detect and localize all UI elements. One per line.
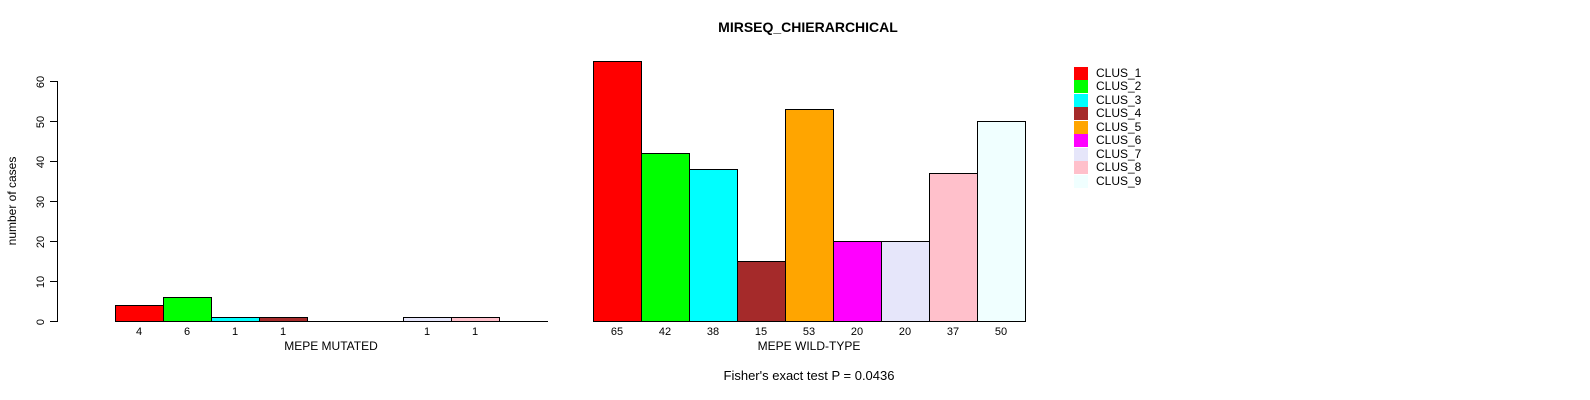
legend-swatch-clus_7 (1074, 147, 1088, 161)
chart-title: MIRSEQ_CHIERARCHICAL (718, 19, 898, 35)
bar-value-label: 15 (754, 326, 768, 338)
y-tick-label: 0 (35, 318, 47, 325)
bar-clus_9 (977, 121, 1026, 322)
bar-value-label: 50 (994, 326, 1008, 338)
legend-label: CLUS_5 (1096, 119, 1142, 134)
bar-value-label: 20 (850, 326, 864, 338)
y-tick-label: 60 (35, 75, 47, 88)
x-axis-label-wildtype: MEPE WILD-TYPE (757, 339, 861, 353)
legend-swatch-clus_2 (1074, 80, 1088, 93)
bar-value-label: 1 (471, 326, 479, 338)
legend-swatch-clus_5 (1074, 120, 1088, 134)
y-axis-tick (50, 281, 57, 282)
y-axis-tick (50, 321, 57, 322)
bar-clus_1 (593, 61, 642, 322)
bar-clus_4 (259, 317, 308, 322)
bar-clus_5 (785, 109, 834, 322)
y-axis-tick (50, 241, 57, 242)
y-axis-line (57, 81, 58, 322)
y-tick-label: 30 (35, 195, 47, 208)
bar-value-label: 53 (802, 326, 816, 338)
bar-value-label: 4 (135, 326, 143, 338)
bar-clus_2 (163, 297, 212, 322)
legend-label: CLUS_7 (1096, 146, 1142, 161)
legend-label: CLUS_4 (1096, 106, 1142, 120)
legend-label: CLUS_6 (1096, 133, 1142, 147)
bar-clus_3 (211, 317, 260, 322)
bar-clus_2 (641, 153, 690, 322)
y-tick-label: 10 (35, 275, 47, 288)
fisher-test-annotation: Fisher's exact test P = 0.0436 (723, 368, 895, 383)
y-axis-title: number of cases (5, 156, 19, 246)
bar-clus_7 (403, 317, 452, 322)
bar-clus_6 (833, 241, 882, 322)
legend-swatch-clus_6 (1074, 134, 1088, 147)
bar-value-label: 1 (423, 326, 431, 338)
bar-value-label: 6 (183, 326, 191, 338)
y-axis-tick (50, 81, 57, 82)
bar-clus_4 (737, 261, 786, 322)
y-tick-label: 20 (35, 235, 47, 248)
legend-label: CLUS_2 (1096, 79, 1142, 93)
legend-swatch-clus_3 (1074, 93, 1088, 107)
y-axis-tick (50, 161, 57, 162)
bar-value-label: 1 (231, 326, 239, 338)
legend-swatch-clus_9 (1074, 174, 1088, 188)
y-tick-label: 50 (35, 115, 47, 128)
bar-value-label: 65 (610, 326, 624, 338)
y-axis-tick (50, 201, 57, 202)
legend-swatch-clus_1 (1074, 66, 1088, 80)
bar-value-label: 20 (898, 326, 912, 338)
legend-label: CLUS_3 (1096, 92, 1142, 107)
bar-clus_1 (115, 305, 164, 322)
bar-clus_3 (689, 169, 738, 322)
legend-label: CLUS_8 (1096, 160, 1142, 174)
bar-value-label: 42 (658, 326, 672, 338)
legend-swatch-clus_4 (1074, 107, 1088, 120)
legend-label: CLUS_1 (1096, 65, 1142, 80)
bar-value-label: 38 (706, 326, 720, 338)
bar-clus_8 (451, 317, 500, 322)
bar-clus_8 (929, 173, 978, 322)
legend-swatch-clus_8 (1074, 161, 1088, 174)
y-axis-tick (50, 121, 57, 122)
x-axis-label-mutated: MEPE MUTATED (284, 339, 378, 353)
bar-clus_7 (881, 241, 930, 322)
legend-label: CLUS_9 (1096, 173, 1142, 188)
y-tick-label: 40 (35, 155, 47, 168)
bar-value-label: 37 (946, 326, 960, 338)
bar-value-label: 1 (279, 326, 287, 338)
x-axis-line (115, 321, 548, 322)
